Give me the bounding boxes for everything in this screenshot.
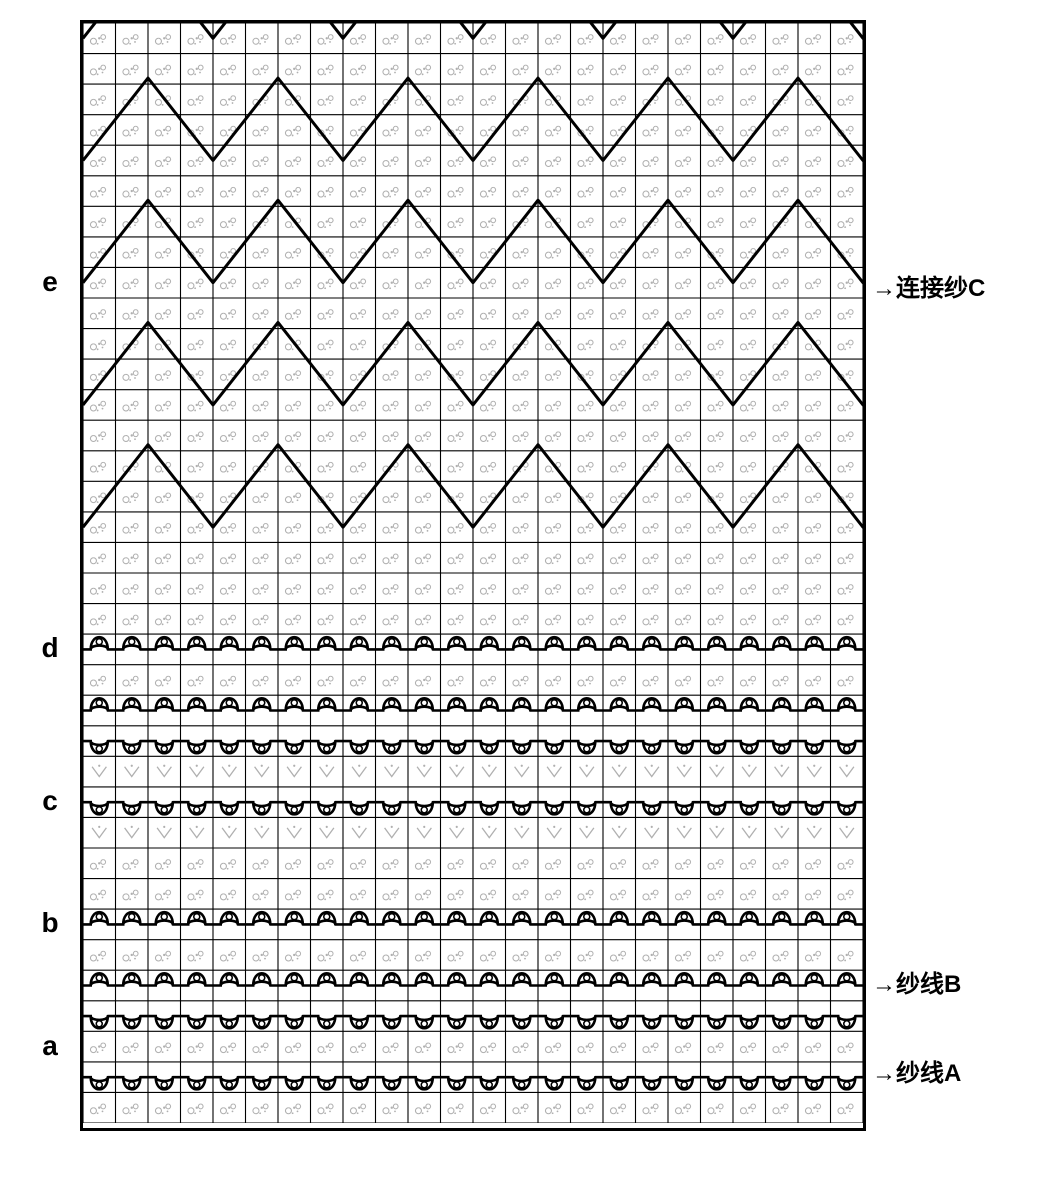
left-axis-labels: e d c b a bbox=[20, 20, 80, 1120]
right-annotation-labels: →连接纱C→纱线B→纱线A bbox=[866, 20, 872, 1120]
yarn-annotation-label: →纱线B bbox=[872, 964, 961, 999]
row-section-label: e bbox=[20, 266, 80, 298]
knitting-diagram-figure: edcba →连接纱C→纱线B→纱线A bbox=[20, 20, 1033, 1131]
knitting-chart-border bbox=[80, 20, 866, 1131]
yarn-annotation-label: →连接纱C bbox=[872, 268, 985, 303]
row-section-label: c bbox=[20, 785, 80, 817]
yarn-annotation-label: →纱线A bbox=[872, 1053, 961, 1088]
knitting-chart-svg bbox=[83, 23, 863, 1123]
row-section-label: a bbox=[20, 1030, 80, 1062]
row-section-label: d bbox=[20, 632, 80, 664]
row-section-label: b bbox=[20, 907, 80, 939]
